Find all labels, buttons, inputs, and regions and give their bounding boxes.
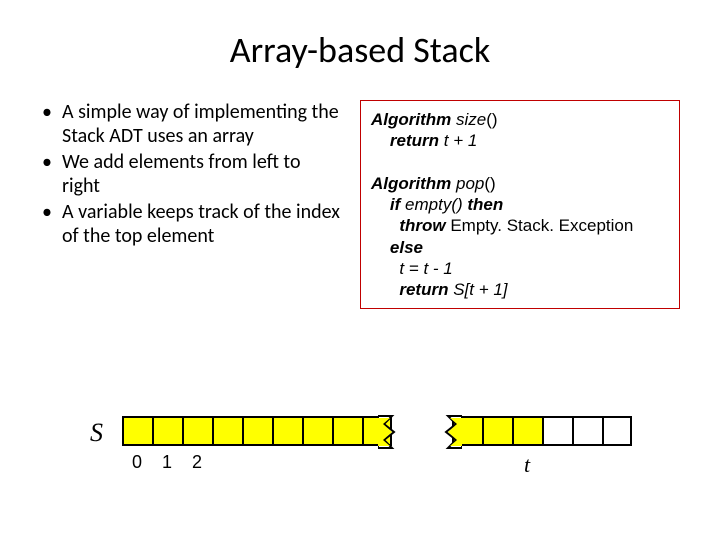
index-label: 1 [152, 452, 182, 473]
index-label-t: t [512, 452, 542, 478]
algo-pop-assign: t = t - 1 [371, 258, 669, 279]
array-cell [122, 416, 152, 446]
array-label-s: S [90, 418, 103, 448]
algorithm-column: Algorithm size() return t + 1 Algorithm … [360, 100, 680, 309]
array-cell [452, 416, 482, 446]
slide-title: Array-based Stack [40, 28, 680, 72]
bullets-column: A simple way of implementing the Stack A… [40, 100, 340, 309]
array-cell [272, 416, 302, 446]
array-cell [482, 416, 512, 446]
content-row: A simple way of implementing the Stack A… [40, 100, 680, 309]
algorithm-box: Algorithm size() return t + 1 Algorithm … [360, 100, 680, 309]
bullet-list: A simple way of implementing the Stack A… [40, 100, 340, 248]
algo-pop-return: return S[t + 1] [371, 279, 669, 300]
array-diagram: S 0 1 2 t [90, 412, 670, 492]
array-cell [362, 416, 392, 446]
algo-pop-if: if empty() then [371, 194, 669, 215]
array-cell [332, 416, 362, 446]
index-label: 0 [122, 452, 152, 473]
array-cell [302, 416, 332, 446]
bullet-item: A simple way of implementing the Stack A… [40, 100, 340, 148]
bullet-item: A variable keeps track of the index of t… [40, 200, 340, 248]
index-label: 2 [182, 452, 212, 473]
array-cell [212, 416, 242, 446]
algo-pop-else: else [371, 237, 669, 258]
bullet-item: We add elements from left to right [40, 150, 340, 198]
array-cell [242, 416, 272, 446]
algo-size-header: Algorithm size() [371, 109, 669, 130]
array-cell [602, 416, 632, 446]
array-left-segment [122, 416, 392, 446]
array-cell [572, 416, 602, 446]
array-right-segment [452, 416, 632, 446]
array-cell [542, 416, 572, 446]
algo-pop-throw: throw Empty. Stack. Exception [371, 215, 669, 236]
algo-blank [371, 152, 669, 173]
array-cell [512, 416, 542, 446]
array-cell [182, 416, 212, 446]
algo-size-return: return t + 1 [371, 130, 669, 151]
array-cell [152, 416, 182, 446]
algo-pop-header: Algorithm pop() [371, 173, 669, 194]
